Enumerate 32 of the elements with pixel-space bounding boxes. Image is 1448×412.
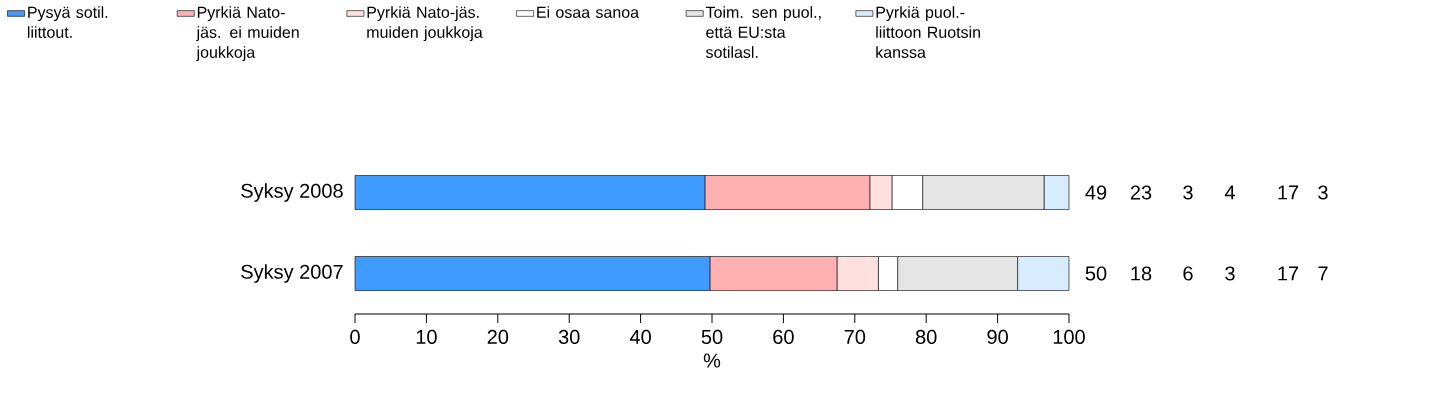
data-label: 3: [1225, 266, 1235, 281]
data-label: 7: [1318, 266, 1328, 281]
x-tick-label: 70: [844, 329, 866, 345]
x-tick-label: 80: [915, 329, 937, 345]
y-tick-label: Syksy 2008: [241, 183, 343, 202]
legend-label: Toim. sen puol., että EU:sta sotilasl.: [705, 6, 821, 58]
data-label: 17: [1278, 185, 1299, 200]
data-label: 6: [1183, 266, 1193, 281]
data-label: 4: [1224, 185, 1235, 200]
data-label: 18: [1131, 266, 1152, 281]
data-label: 49: [1085, 185, 1107, 200]
legend-label: Pyrkiä Nato-jäs. ei muiden joukkoja: [196, 6, 299, 62]
legend-label: Pyrkiä puol.-liittoon Ruotsin kanssa: [876, 6, 980, 58]
x-tick-label: 90: [987, 329, 1008, 345]
data-label: 23: [1130, 185, 1152, 200]
x-tick-label: 100: [1053, 329, 1085, 345]
data-label: 50: [1085, 266, 1107, 281]
legend-label: Ei osaa sanoa: [537, 6, 640, 18]
data-label: 17: [1278, 266, 1299, 281]
x-tick-label: 60: [773, 329, 794, 345]
legend-label: Pyrkiä Nato-jäs. muiden joukkoja: [367, 6, 483, 42]
legend-label: Pysyä sotil. liittout.: [27, 6, 108, 38]
x-tick-label: 10: [416, 329, 437, 345]
x-tick-label: 0: [350, 329, 360, 345]
x-tick-label: 40: [629, 329, 651, 345]
data-label: 3: [1183, 185, 1193, 200]
x-tick-label: 30: [558, 329, 580, 345]
x-tick-label: 20: [487, 329, 509, 345]
x-axis-title: %: [703, 353, 721, 368]
y-tick-label: Syksy 2007: [241, 264, 343, 283]
data-label: 3: [1318, 185, 1328, 200]
x-tick-label: 50: [701, 329, 723, 345]
